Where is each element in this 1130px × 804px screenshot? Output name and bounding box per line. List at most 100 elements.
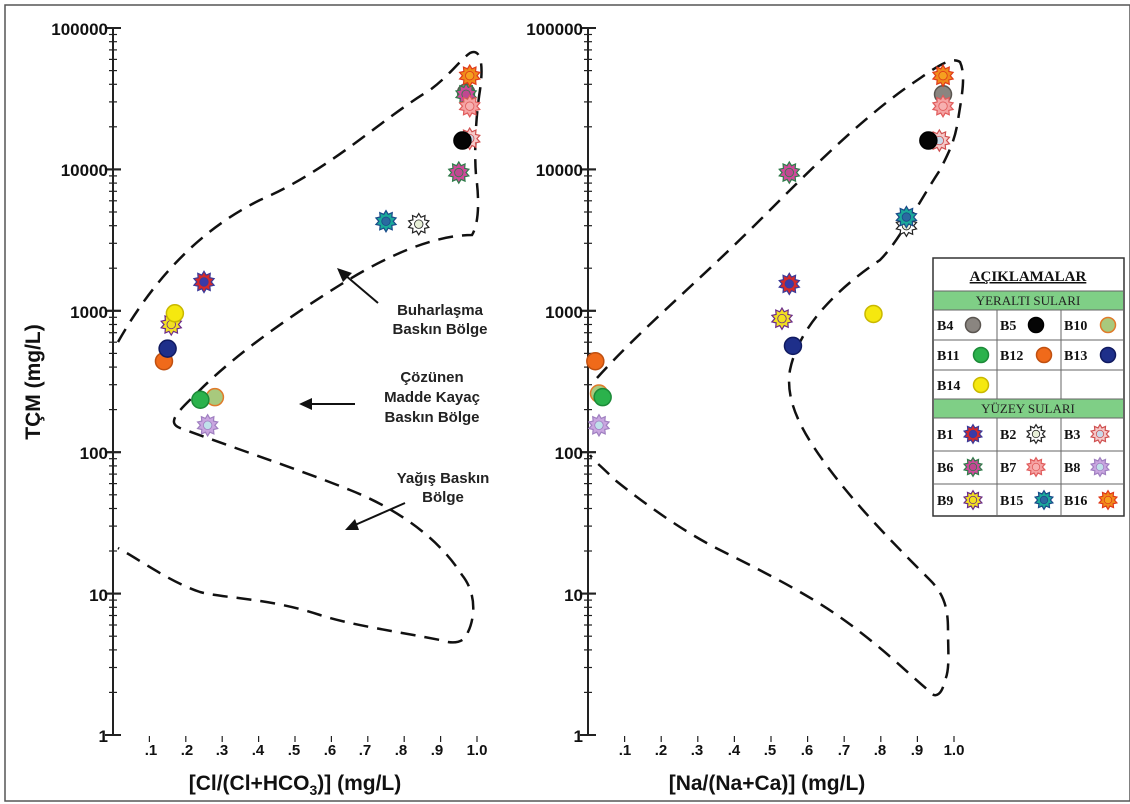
left-point-b11-11 bbox=[191, 390, 210, 409]
legend-label-b3: B3 bbox=[1064, 428, 1080, 443]
right-ytick-label-100: 100 bbox=[555, 444, 583, 463]
legend-marker-b14 bbox=[972, 376, 990, 394]
legend-marker-b14-circle bbox=[972, 376, 990, 394]
legend: AÇIKLAMALAR YERALTI SULARI YÜZEY SULARI … bbox=[932, 257, 1125, 517]
right-boomerang-envelope bbox=[588, 59, 965, 697]
right-x-axis-label: [Na/(Na+Ca)] (mg/L) bbox=[669, 772, 866, 795]
left-ytick-label-10000: 10000 bbox=[61, 161, 108, 180]
legend-marker-b11 bbox=[972, 346, 990, 364]
legend-section-surface-bg bbox=[934, 399, 1123, 418]
right-xtick-label-0.1: .1 bbox=[619, 742, 632, 759]
left-xtick-label-0.3: .3 bbox=[216, 742, 229, 759]
legend-marker-b1-core bbox=[968, 429, 978, 439]
legend-marker-b2 bbox=[1025, 423, 1047, 445]
legend-marker-b4-circle bbox=[964, 316, 982, 334]
legend-marker-b16 bbox=[1097, 489, 1119, 511]
left-ytick-label-100: 100 bbox=[80, 444, 108, 463]
right-point-b15-14 bbox=[895, 205, 918, 229]
left-point-b13-13 bbox=[158, 339, 177, 358]
right-ytick-label-1000: 1000 bbox=[545, 303, 583, 322]
left-point-b8-8 bbox=[196, 413, 219, 438]
right-xtick-label-0.8: .8 bbox=[874, 742, 887, 759]
right-point-b13-12 bbox=[783, 336, 803, 356]
precipitation-arrow-line bbox=[354, 502, 406, 526]
legend-marker-b13-circle bbox=[1099, 346, 1117, 364]
left-point-b6-6 bbox=[447, 160, 471, 185]
right-point-b7-6 bbox=[931, 94, 955, 118]
left-xtick-label-0.2: .2 bbox=[181, 742, 194, 759]
right-point-b14-13 bbox=[864, 304, 883, 324]
legend-marker-b15-core bbox=[1039, 495, 1049, 505]
left-xtick-label-0.7: .7 bbox=[359, 742, 372, 759]
legend-marker-b1 bbox=[962, 423, 984, 445]
legend-label-b12: B12 bbox=[1000, 349, 1023, 364]
left-point-b16-16-core bbox=[465, 71, 475, 81]
legend-marker-b6 bbox=[962, 456, 984, 478]
right-xtick-label-0.6: .6 bbox=[801, 742, 814, 759]
annotation-rock-line2: Madde Kayaç bbox=[384, 389, 480, 406]
left-y-axis-label: TÇM (mg/L) bbox=[22, 324, 45, 439]
legend-marker-b12 bbox=[1035, 346, 1053, 364]
legend-marker-b9-core bbox=[968, 495, 978, 505]
right-point-b13-12-circle bbox=[783, 336, 803, 356]
right-tick-labels: 100000 10000 1000 100 10 1 .1 .2 .3 .4 .… bbox=[526, 20, 964, 759]
right-point-b6-5-core bbox=[784, 167, 794, 178]
legend-marker-b9 bbox=[962, 489, 984, 511]
left-xtick-label-0.5: .5 bbox=[288, 742, 301, 759]
legend-marker-b10-circle bbox=[1099, 316, 1117, 334]
legend-section-surface: YÜZEY SULARI bbox=[981, 401, 1075, 416]
left-xtick-label-0.6: .6 bbox=[324, 742, 337, 759]
left-data-points bbox=[154, 63, 481, 438]
right-point-b5-4 bbox=[919, 131, 938, 150]
right-point-b11-10-circle bbox=[593, 387, 612, 407]
right-x-ticks bbox=[623, 736, 955, 742]
left-xtick-label-1.0: 1.0 bbox=[467, 742, 488, 759]
legend-marker-b3-core bbox=[1095, 429, 1105, 439]
annotation-evaporation-line1: Buharlaşma bbox=[397, 302, 484, 319]
left-ytick-label-100000: 100000 bbox=[51, 20, 108, 39]
right-point-b1-0-core bbox=[784, 279, 794, 289]
legend-marker-b12-circle bbox=[1035, 346, 1053, 364]
legend-marker-b13 bbox=[1099, 346, 1117, 364]
left-panel: 100000 10000 1000 100 10 1 .1 .2 .3 .4 .… bbox=[22, 20, 489, 798]
right-xtick-label-0.7: .7 bbox=[838, 742, 851, 759]
right-xtick-label-1.0: 1.0 bbox=[944, 742, 965, 759]
annotation-rock-line1: Çözünen bbox=[400, 369, 463, 386]
legend-label-b7: B7 bbox=[1000, 461, 1016, 476]
right-point-b5-4-circle bbox=[919, 131, 938, 150]
legend-marker-b8-core bbox=[1095, 462, 1105, 472]
left-point-b15-15-core bbox=[381, 216, 391, 226]
right-ytick-label-1: 1 bbox=[574, 727, 583, 746]
legend-grid-lines bbox=[934, 290, 1123, 516]
legend-label-b10: B10 bbox=[1064, 319, 1087, 334]
legend-label-b4: B4 bbox=[937, 319, 953, 334]
left-point-b2-1 bbox=[407, 212, 430, 236]
left-xtick-label-0.8: .8 bbox=[395, 742, 408, 759]
left-point-b6-6-core bbox=[454, 167, 464, 178]
right-point-b16-15 bbox=[931, 63, 955, 88]
legend-label-b6: B6 bbox=[937, 461, 953, 476]
left-point-b16-16 bbox=[458, 63, 481, 88]
right-point-b8-7 bbox=[587, 413, 611, 438]
legend-items: B4 B5 B10 B11 B12 B13 B14 B1 B2 B3 B6 B7 B8 B9 B15 B16 bbox=[937, 316, 1119, 511]
right-ytick-label-100000: 100000 bbox=[526, 20, 583, 39]
right-point-b1-0 bbox=[778, 272, 801, 296]
left-ytick-label-1: 1 bbox=[99, 727, 108, 746]
left-point-b7-7-core bbox=[465, 101, 475, 111]
legend-marker-b2-core bbox=[1031, 429, 1041, 439]
left-x-axis-label: [Cl/(Cl+HCO3)] (mg/L) bbox=[189, 772, 402, 798]
left-point-b13-13-circle bbox=[158, 339, 177, 358]
left-ytick-label-1000: 1000 bbox=[70, 303, 108, 322]
rock-arrow-head bbox=[299, 398, 312, 410]
legend-label-b9: B9 bbox=[937, 494, 953, 509]
left-xtick-label-0.4: .4 bbox=[252, 742, 265, 759]
annotation-precipitation-line2: Bölge bbox=[422, 489, 464, 506]
left-xtick-label-0.1: .1 bbox=[145, 742, 158, 759]
right-ytick-label-10: 10 bbox=[564, 586, 583, 605]
left-point-b1-0-core bbox=[199, 277, 209, 287]
legend-label-b15: B15 bbox=[1000, 494, 1023, 509]
right-point-b9-8-core bbox=[777, 314, 787, 324]
legend-marker-b8 bbox=[1089, 456, 1111, 478]
legend-label-b14: B14 bbox=[937, 379, 960, 394]
annotation-evaporation-line2: Baskın Bölge bbox=[392, 321, 487, 338]
